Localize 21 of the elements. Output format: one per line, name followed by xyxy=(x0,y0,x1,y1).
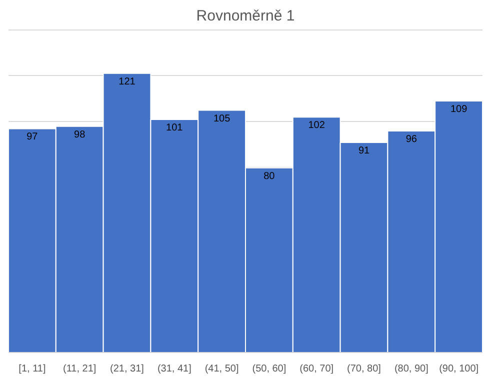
data-label: 98 xyxy=(74,129,86,140)
chart-title: Rovnoměrně 1 xyxy=(196,8,295,24)
x-tick-label: (90, 100] xyxy=(439,364,479,374)
x-tick-label: [1, 11] xyxy=(18,364,46,374)
data-label: 105 xyxy=(213,113,231,124)
data-label: 101 xyxy=(166,122,184,134)
x-tick-label: (21, 31] xyxy=(110,364,144,374)
x-tick-label: (60, 70] xyxy=(300,364,334,374)
data-label: 91 xyxy=(358,146,370,157)
x-tick-label: (50, 60] xyxy=(252,364,286,374)
data-label: 121 xyxy=(118,76,136,88)
x-tick-label: (31, 41] xyxy=(157,364,192,374)
x-tick-label: (80, 90] xyxy=(394,364,429,374)
data-label: 102 xyxy=(308,120,326,132)
x-tick-label: (41, 50] xyxy=(204,364,239,374)
x-tick-label: (11, 21] xyxy=(63,364,96,374)
data-label: 96 xyxy=(406,134,418,146)
data-label: 109 xyxy=(450,104,468,116)
data-label: 80 xyxy=(264,170,276,182)
x-tick-label: (70, 80] xyxy=(347,364,382,374)
data-label: 97 xyxy=(26,132,38,143)
